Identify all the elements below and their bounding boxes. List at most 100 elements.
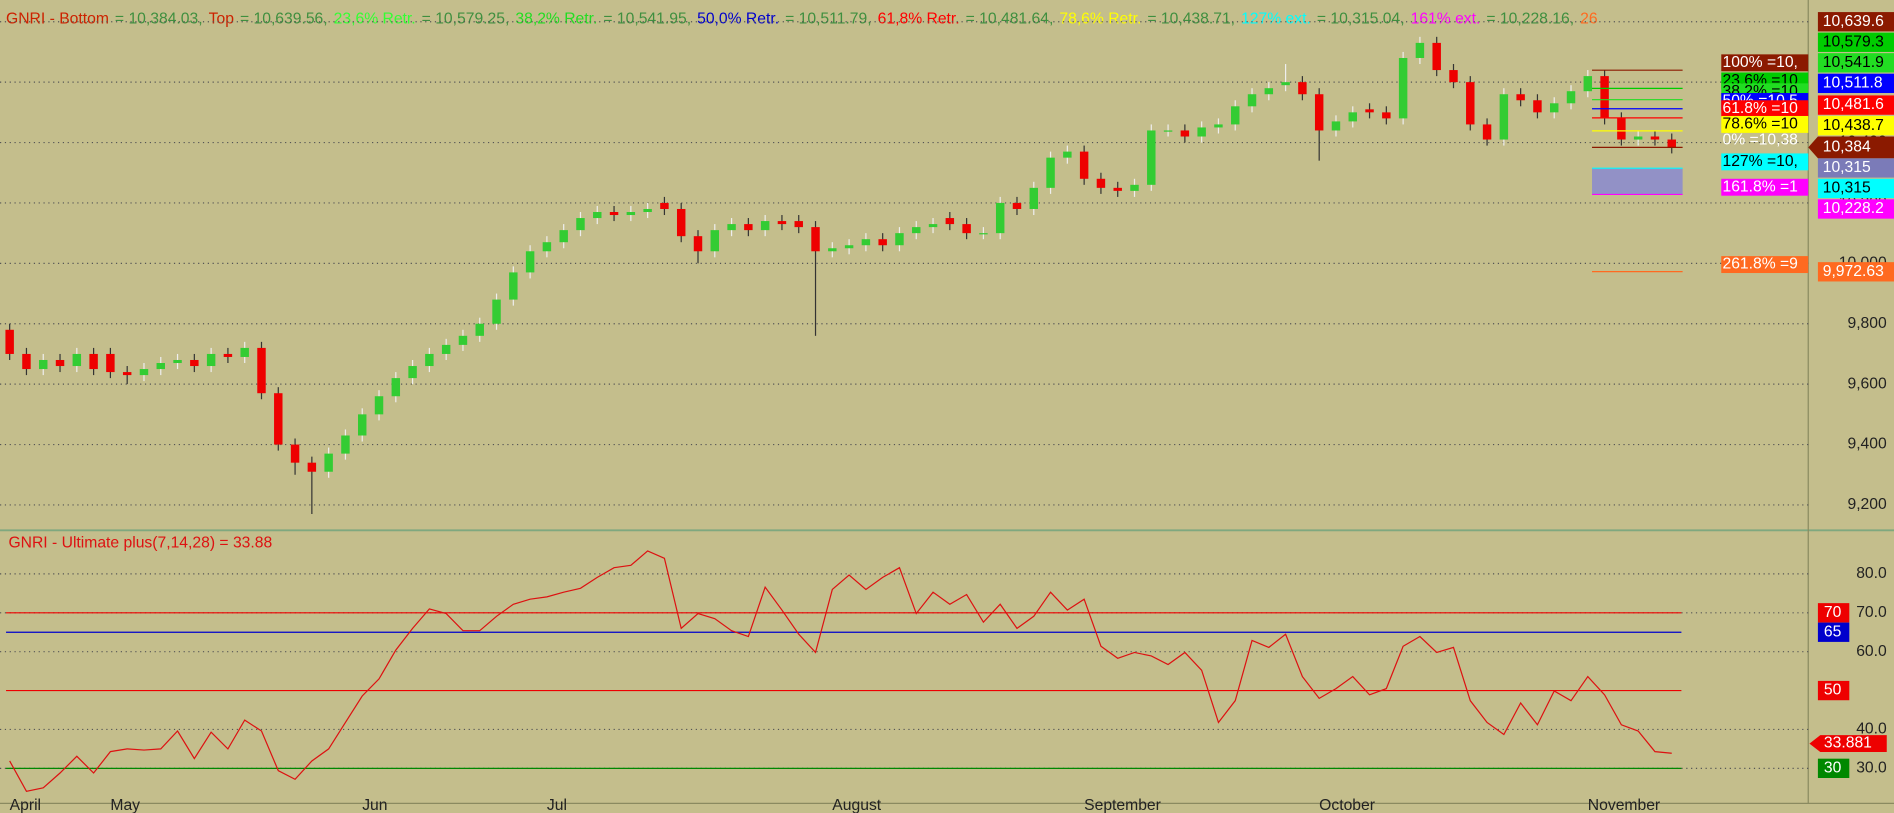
candle-body [1650, 136, 1660, 140]
x-tick-label: November [1588, 797, 1660, 813]
y-tick-label: 9,600 [1847, 375, 1887, 392]
candle-body [492, 299, 501, 324]
candle-body [1482, 124, 1492, 140]
candle-body [173, 359, 182, 364]
level-tag-bg [1721, 54, 1809, 72]
candle-body [760, 221, 770, 231]
candle-body [39, 359, 48, 370]
level-value: 50 [1824, 682, 1842, 699]
candle-body [1147, 130, 1156, 185]
level-tag: 127% =10, [1722, 153, 1797, 170]
candle-body [1583, 76, 1593, 92]
candle-body [72, 353, 82, 367]
price-tag-bg [1817, 178, 1894, 199]
header-value: = 10,639.56, [240, 10, 328, 27]
price-tag: 10,511.8 [1823, 74, 1883, 91]
indicator-title: GNRI - Ultimate plus(7,14,28) = 33.88 [8, 535, 272, 552]
candle-body [475, 323, 484, 336]
candle-body [593, 212, 602, 219]
candle-body [1113, 187, 1122, 191]
level-value-bg [1817, 758, 1850, 779]
header-label: 161% ext. [1411, 10, 1481, 27]
level-tag: 0% =10,38 [1722, 131, 1798, 148]
candle-body [1079, 151, 1089, 179]
candle-body [1231, 106, 1240, 125]
x-tick-label: Jun [362, 797, 387, 813]
price-tag: 10,541.9 [1823, 54, 1884, 71]
level-value: 30 [1824, 759, 1842, 776]
candle-body [509, 272, 518, 300]
header-label: 127% ext. [1241, 10, 1311, 27]
candle-body [576, 218, 585, 231]
price-tag-bg [1817, 12, 1894, 32]
candle-body [190, 359, 199, 367]
candle-body [408, 366, 417, 379]
candle-body [1365, 109, 1374, 113]
price-tag-bg [1817, 115, 1894, 136]
candle-body [156, 363, 165, 370]
y-tick-label: 80.0 [1856, 565, 1887, 582]
price-tag: 10,579.3 [1823, 33, 1884, 50]
candle-body [106, 353, 115, 373]
candle-body [1130, 184, 1139, 191]
candle-body [324, 453, 333, 472]
candle-body [1466, 82, 1475, 125]
level-value: 65 [1824, 623, 1842, 640]
candle-body [962, 224, 971, 234]
candle-body [979, 233, 988, 235]
candle-body [861, 239, 871, 246]
candle-body [5, 329, 14, 354]
header-label: Top [209, 10, 235, 27]
candle-body [1499, 94, 1509, 140]
price-tag-bg [1817, 73, 1894, 94]
candle-body [945, 218, 955, 225]
price-tag-bg [1817, 95, 1894, 115]
candle-body [1667, 139, 1676, 148]
candle-body [1516, 94, 1525, 101]
price-tag-bg [1817, 199, 1894, 219]
price-tag-bg [1817, 32, 1894, 52]
price-tag: 10,481.6 [1823, 96, 1884, 113]
candle-body [139, 369, 149, 376]
candle-body [425, 353, 434, 367]
candle-body [1096, 178, 1106, 188]
last-price-tag-bg [1808, 136, 1894, 159]
level-tag: 78.6% =10 [1722, 116, 1798, 133]
candle-body [240, 347, 249, 357]
header-label: 78,6% Retr. [1059, 10, 1141, 27]
header: GNRI - Bottom = 10,384.03, Top = 10,639.56,… [6, 10, 1598, 27]
candle-body [1314, 94, 1324, 131]
candle-body [676, 208, 686, 237]
candle-body [374, 396, 384, 415]
level-tag-bg [1721, 256, 1809, 274]
level-tag-bg [1721, 153, 1809, 171]
candle-body [1549, 103, 1559, 113]
candle-body [223, 353, 233, 357]
x-tick-label: September [1084, 797, 1161, 813]
level-value: 70 [1824, 604, 1842, 621]
price-tag-bg [1817, 53, 1894, 73]
candle-body [391, 378, 401, 397]
candle-body [777, 221, 787, 225]
last-price-tag: 10,384 [1823, 139, 1871, 156]
header-value: = 10,481.64, [966, 10, 1054, 27]
header-value: = 10,315.04, [1317, 10, 1405, 27]
candle-body [89, 353, 98, 370]
y-tick-label: 9,400 [1847, 436, 1887, 453]
candle-body [1348, 112, 1357, 122]
candle-body [928, 224, 938, 228]
candle-body [1449, 70, 1458, 83]
candle-body [1180, 130, 1190, 137]
header-value: = 10,438.71, [1147, 10, 1235, 27]
candle-body [710, 230, 720, 252]
candle-body [1533, 100, 1542, 113]
candle-body [995, 202, 1005, 234]
candle-body [1633, 136, 1643, 140]
indicator-line [9, 550, 1672, 792]
header-label: 23,6% Retr. [334, 10, 416, 27]
level-value-bg [1817, 680, 1850, 701]
level-tag-bg [1721, 100, 1809, 118]
candle-body [1214, 124, 1223, 128]
level-tag: 161.8% =1 [1722, 178, 1797, 195]
